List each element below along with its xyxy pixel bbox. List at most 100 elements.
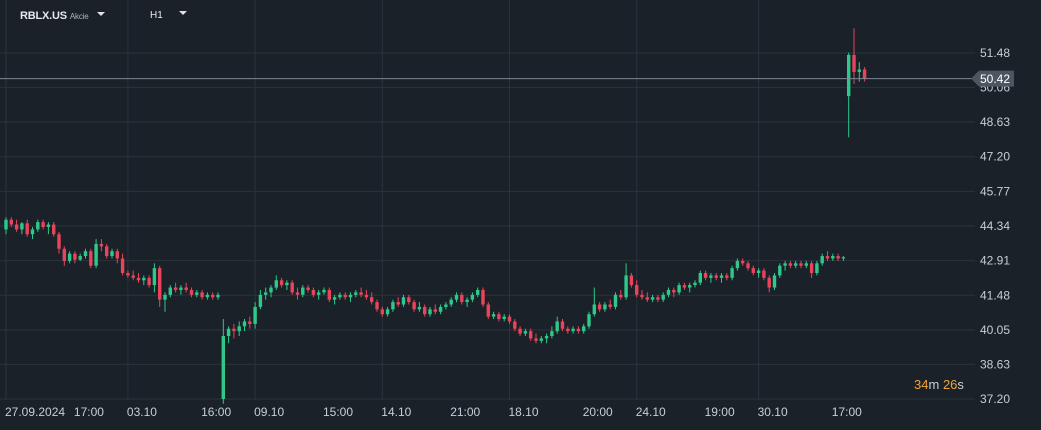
candle-body [115, 251, 119, 259]
symbol-name: RBLX.US [20, 10, 67, 22]
candle-body [221, 336, 225, 399]
candle-body [799, 263, 803, 266]
time-axis-label: 21:00 [450, 405, 480, 419]
candle-body [751, 268, 755, 274]
candle-body [83, 251, 88, 257]
candle-body [131, 275, 135, 278]
candle-body [608, 304, 612, 307]
candle-body [354, 292, 358, 295]
candle-body [391, 302, 395, 310]
candle-body [173, 287, 178, 290]
candle-body [666, 289, 671, 295]
time-axis-label: 20:00 [583, 405, 613, 419]
candle-body [794, 263, 798, 266]
candle-body [338, 294, 342, 298]
time-axis[interactable]: 27.09.2024 17:00 03.10 16:00 09.10 15:00 14.10… [5, 405, 862, 419]
time-axis-label: 17:00 [832, 405, 862, 419]
candle-body [258, 294, 263, 307]
price-axis-label: 37.20 [980, 392, 1010, 406]
candle-body [110, 251, 114, 257]
price-axis-label: 44.34 [980, 219, 1010, 233]
candle-body [359, 292, 363, 295]
candle-body [136, 277, 141, 281]
time-axis-label: 03.10 [127, 405, 157, 419]
candle-body [343, 294, 347, 298]
candle-body [476, 289, 480, 295]
candle-body [767, 277, 771, 288]
candle-body [534, 338, 538, 341]
candle-body [677, 285, 681, 293]
time-axis-label: 16:00 [201, 405, 231, 419]
candle-body [152, 268, 157, 286]
candle-body [301, 287, 305, 295]
timeframe-selector[interactable]: H1 [150, 10, 187, 21]
candle-body [126, 273, 130, 276]
candle-body [120, 258, 125, 274]
candle-body [656, 297, 660, 300]
time-axis-label: 14.10 [381, 405, 411, 419]
candle-body [41, 222, 45, 227]
candle-body [380, 309, 384, 315]
candle-body [460, 294, 464, 303]
instrument-type-label: Akcie [69, 12, 89, 21]
candle-body [778, 265, 782, 276]
chevron-down-icon [178, 11, 187, 16]
candle-body [481, 289, 485, 305]
candle-body [327, 289, 331, 300]
price-axis-label: 45.77 [980, 184, 1010, 198]
chevron-down-icon [97, 12, 106, 17]
candle-body [9, 219, 13, 225]
candle-body [248, 321, 252, 324]
candle-body [322, 289, 326, 293]
candle-body [862, 69, 867, 79]
time-axis-label: 17:00 [74, 405, 104, 419]
time-axis-label: 19:00 [705, 405, 735, 419]
candle-body [279, 280, 284, 286]
chart-grid [0, 0, 975, 400]
candle-body [14, 224, 19, 230]
candle-body [99, 243, 104, 247]
candle-body [815, 263, 819, 274]
candle-body [587, 314, 591, 327]
candle-body [650, 297, 655, 300]
candle-body [417, 306, 422, 310]
candle-body [640, 294, 644, 298]
candle-body [852, 54, 856, 72]
candle-body [205, 294, 210, 298]
candle-body [688, 285, 692, 288]
time-axis-label: 24.10 [636, 405, 666, 419]
candle-body [454, 294, 459, 300]
candle-body [168, 287, 172, 295]
candle-body [67, 253, 72, 261]
candle-body [730, 268, 734, 278]
candle-body [709, 275, 713, 278]
candle-body [703, 273, 708, 278]
candle-body [306, 287, 310, 290]
candle-body [465, 299, 469, 303]
candle-body [407, 297, 411, 303]
price-axis[interactable]: 51.4850.0648.6347.2045.7744.3442.9141.48… [971, 46, 1014, 406]
candle-body [274, 280, 278, 288]
candle-body [762, 270, 766, 278]
candle-body [470, 294, 475, 300]
symbol-selector[interactable]: RBLX.US Akcie [20, 10, 106, 22]
price-axis-label: 42.91 [980, 254, 1010, 268]
candle-body [635, 285, 639, 295]
candle-body [741, 260, 745, 264]
candle-body [714, 275, 718, 278]
candle-body [253, 306, 257, 324]
candle-close-countdown: 34m 26s [914, 377, 964, 392]
candle-body [62, 248, 66, 261]
candle-body [237, 326, 241, 332]
candle-body [788, 263, 793, 266]
candle-body [195, 292, 199, 295]
candle-body [317, 292, 321, 295]
candle-body [629, 275, 634, 286]
candle-body [645, 297, 649, 300]
candle-body [242, 321, 247, 327]
candle-body [619, 294, 623, 298]
candle-body [672, 289, 676, 293]
current-price-tag: 50.42 [971, 70, 1014, 87]
candle-body [804, 263, 808, 266]
